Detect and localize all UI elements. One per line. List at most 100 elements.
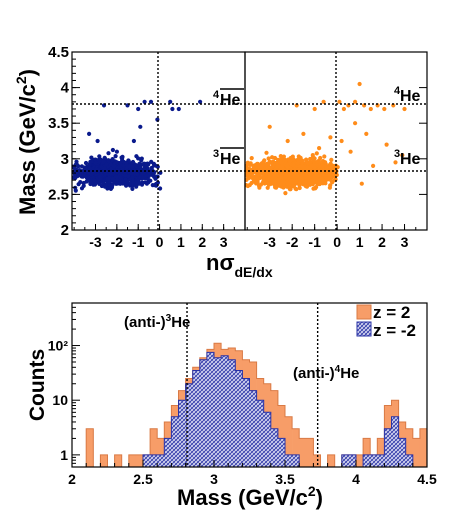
histogram-bar <box>150 428 158 467</box>
scatter-point <box>136 106 141 112</box>
scatter-point <box>357 81 362 87</box>
scatter-point <box>321 99 326 104</box>
legend-swatch-zm2 <box>356 321 372 337</box>
x-tick-label: -1 <box>132 234 145 250</box>
scatter-point <box>101 159 106 164</box>
x-tick-label: -2 <box>286 234 299 250</box>
histogram-bar <box>221 355 229 467</box>
y-tick-label: 3.5 <box>48 115 69 132</box>
svg-text:4: 4 <box>394 85 401 97</box>
scatter-point <box>72 175 76 180</box>
scatter-point <box>307 182 313 187</box>
scatter-point <box>151 161 156 166</box>
scatter-point <box>121 163 126 169</box>
scatter-point <box>271 173 276 178</box>
histogram-outline <box>85 342 427 467</box>
scatter-point <box>135 172 140 177</box>
scatter-point <box>324 176 330 182</box>
histogram-bar <box>100 454 108 467</box>
scatter-point <box>262 179 267 184</box>
histogram-bar <box>285 416 293 467</box>
scatter-point <box>108 171 113 176</box>
scatter-point <box>136 156 141 161</box>
scatter-point <box>106 175 111 180</box>
top-x-axis-label: nσdE/dx <box>206 250 273 280</box>
scatter-point <box>131 138 136 144</box>
scatter-point <box>124 179 129 184</box>
x-tick-label: 4.5 <box>417 471 437 487</box>
histogram-bar <box>398 438 406 467</box>
y-tick-label: 1 <box>60 447 68 463</box>
bottom-y-axis-label: Counts <box>26 349 49 421</box>
scatter-point <box>87 131 92 136</box>
scatter-point <box>278 183 283 188</box>
scatter-point <box>285 164 290 169</box>
scatter-point <box>314 151 319 156</box>
scatter-point <box>300 177 305 182</box>
scatter-point <box>79 164 84 169</box>
scatter-point <box>295 174 300 179</box>
scatter-point <box>138 124 143 129</box>
scatter-point <box>274 166 279 171</box>
scatter-point <box>364 131 369 136</box>
scatter-point <box>97 174 102 179</box>
label-left-bottom-he: 3 He <box>213 147 244 168</box>
scatter-point <box>328 135 333 140</box>
scatter-point <box>353 99 358 104</box>
scatter-point <box>267 159 272 164</box>
scatter-point <box>339 138 344 144</box>
x-tick-label: 3 <box>401 234 409 250</box>
scatter-point <box>110 147 115 153</box>
scatter-point <box>277 177 282 182</box>
histogram-bar <box>256 400 264 467</box>
scatter-point <box>253 166 258 171</box>
scatter-point <box>320 181 325 186</box>
scatter-point <box>106 151 111 156</box>
scatter-point <box>264 150 269 155</box>
histogram-bar <box>363 438 371 467</box>
scatter-point <box>304 157 309 162</box>
scatter-point <box>400 153 405 158</box>
scatter-point <box>337 99 342 104</box>
x-tick-label: 0 <box>156 234 164 250</box>
scatter-point <box>329 157 334 162</box>
scatter-point <box>140 162 145 167</box>
scatter-point <box>300 158 305 163</box>
scatter-point <box>101 181 106 186</box>
scatter-point <box>291 157 296 162</box>
scatter-point <box>91 166 96 171</box>
scatter-point <box>322 154 327 159</box>
scatter-point <box>297 182 302 187</box>
scatter-point <box>139 156 144 161</box>
scatter-point <box>368 106 373 112</box>
reference-lines-bottom <box>186 303 319 467</box>
histogram-bar <box>164 438 172 467</box>
scatter-point <box>328 161 333 166</box>
scatter-point <box>302 180 307 185</box>
svg-text:3: 3 <box>213 148 219 160</box>
scatter-point <box>287 159 293 164</box>
scatter-point <box>110 176 116 182</box>
scatter-point <box>88 159 93 164</box>
scatter-point <box>246 171 251 176</box>
scatter-point <box>155 180 160 185</box>
scatter-point <box>402 106 407 112</box>
x-tick-label: 3.5 <box>275 471 295 487</box>
scatter-point <box>168 99 173 104</box>
scatter-point <box>89 155 94 160</box>
scatter-point <box>257 168 262 174</box>
scatter-point <box>127 164 132 169</box>
histogram-bar <box>157 438 165 467</box>
histogram-bar <box>206 352 215 467</box>
histogram-bar <box>363 454 371 467</box>
scatter-point <box>382 106 387 112</box>
y-tick-label: 10² <box>48 338 69 354</box>
histogram-bar <box>356 454 364 467</box>
scatter-point <box>114 149 119 154</box>
scatter-point <box>113 154 118 159</box>
histogram-bar <box>427 455 434 467</box>
histogram-legend: z = 2 z = -2 <box>356 303 416 340</box>
scatter-point <box>73 188 78 193</box>
svg-text:He: He <box>400 88 421 105</box>
scatter-point <box>97 154 102 159</box>
